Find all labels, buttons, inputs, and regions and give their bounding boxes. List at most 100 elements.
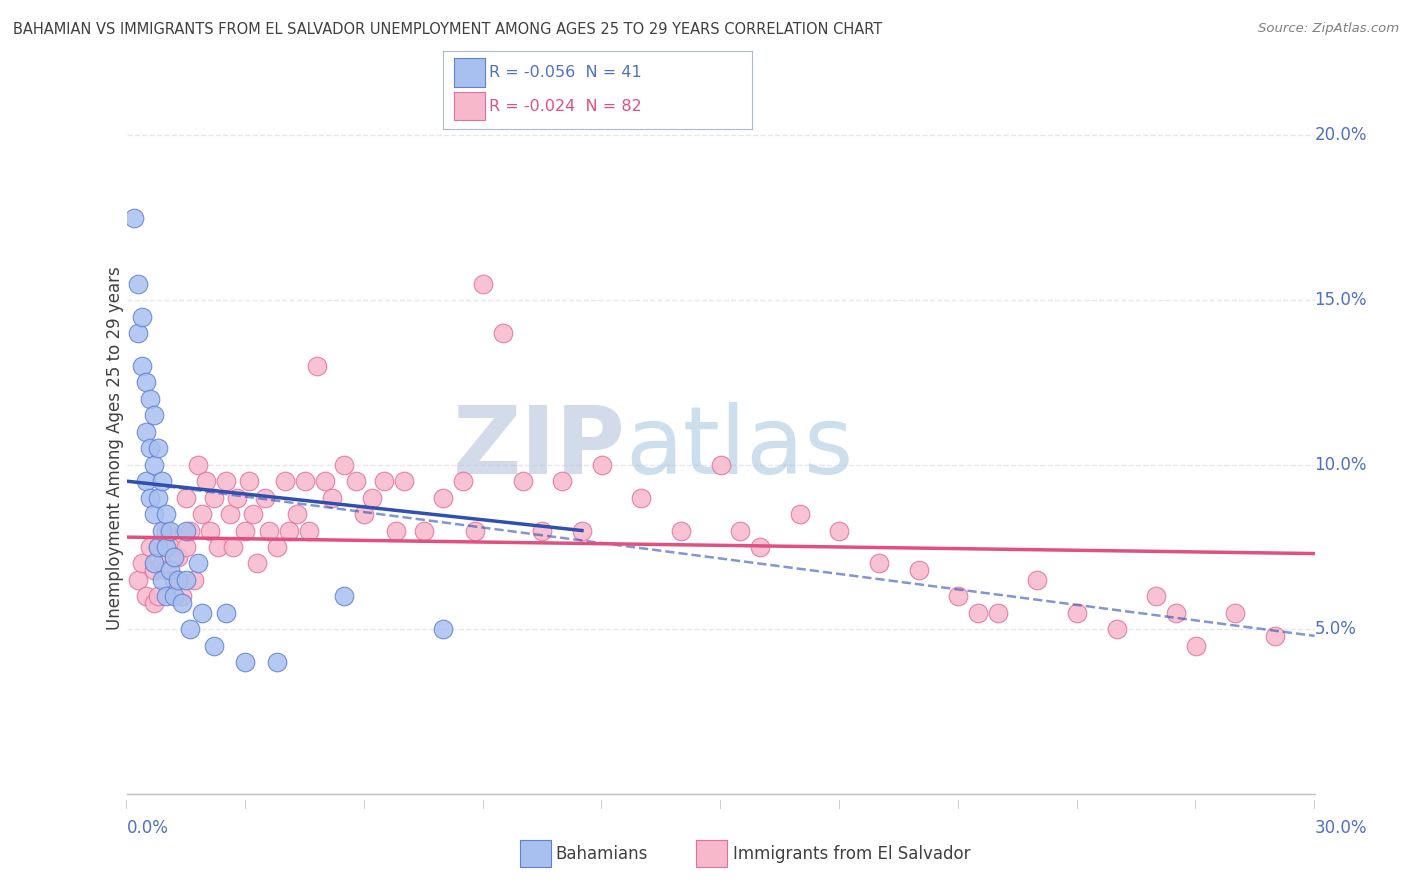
Text: 10.0%: 10.0%	[1315, 456, 1367, 474]
Point	[432, 622, 454, 636]
Point	[139, 392, 162, 406]
Point	[187, 458, 209, 472]
Point	[187, 557, 209, 571]
Point	[131, 359, 153, 373]
Point	[333, 590, 356, 604]
Point	[1105, 622, 1128, 636]
Point	[159, 563, 181, 577]
Point	[202, 639, 225, 653]
Point	[163, 549, 186, 564]
Point	[127, 277, 149, 291]
Point	[571, 524, 593, 538]
Point	[828, 524, 851, 538]
Point	[163, 590, 186, 604]
Point	[361, 491, 384, 505]
Point	[155, 524, 177, 538]
Point	[987, 606, 1010, 620]
Point	[266, 655, 288, 669]
Text: Bahamians: Bahamians	[555, 845, 648, 863]
Point	[150, 557, 173, 571]
Point	[242, 507, 264, 521]
Point	[246, 557, 269, 571]
Text: |: |	[125, 800, 128, 809]
Point	[148, 491, 170, 505]
Point	[321, 491, 343, 505]
Point	[194, 474, 217, 488]
Text: |: |	[956, 800, 960, 809]
Point	[353, 507, 375, 521]
Point	[669, 524, 692, 538]
Point	[174, 524, 197, 538]
Point	[277, 524, 299, 538]
Point	[143, 557, 166, 571]
Point	[155, 540, 177, 554]
Point	[294, 474, 316, 488]
Point	[226, 491, 249, 505]
Point	[531, 524, 554, 538]
Point	[150, 474, 173, 488]
Text: 5.0%: 5.0%	[1315, 620, 1357, 639]
Text: BAHAMIAN VS IMMIGRANTS FROM EL SALVADOR UNEMPLOYMENT AMONG AGES 25 TO 29 YEARS C: BAHAMIAN VS IMMIGRANTS FROM EL SALVADOR …	[13, 22, 882, 37]
Text: |: |	[481, 800, 485, 809]
Point	[150, 524, 173, 538]
Point	[1066, 606, 1088, 620]
Point	[233, 524, 256, 538]
Point	[143, 596, 166, 610]
Point	[174, 573, 197, 587]
Point	[314, 474, 336, 488]
Point	[412, 524, 434, 538]
Point	[174, 540, 197, 554]
Point	[207, 540, 229, 554]
Point	[1264, 629, 1286, 643]
Point	[464, 524, 486, 538]
Point	[492, 326, 515, 340]
Text: 0.0%: 0.0%	[127, 819, 169, 837]
Point	[139, 491, 162, 505]
Point	[155, 590, 177, 604]
Text: R = -0.056  N = 41: R = -0.056 N = 41	[489, 65, 643, 79]
Text: |: |	[1194, 800, 1198, 809]
Point	[373, 474, 395, 488]
Text: |: |	[718, 800, 723, 809]
Text: |: |	[838, 800, 841, 809]
Point	[198, 524, 221, 538]
Point	[159, 524, 181, 538]
Point	[630, 491, 652, 505]
Point	[222, 540, 245, 554]
Point	[148, 590, 170, 604]
Point	[135, 425, 157, 439]
Point	[135, 590, 157, 604]
Point	[254, 491, 277, 505]
Point	[148, 540, 170, 554]
Point	[135, 474, 157, 488]
Point	[155, 507, 177, 521]
Point	[1225, 606, 1247, 620]
Point	[183, 573, 205, 587]
Point	[333, 458, 356, 472]
Point	[868, 557, 890, 571]
Text: ZIP: ZIP	[453, 402, 626, 494]
Point	[167, 573, 190, 587]
Text: |: |	[600, 800, 603, 809]
Point	[709, 458, 731, 472]
Text: R = -0.024  N = 82: R = -0.024 N = 82	[489, 99, 643, 113]
Point	[451, 474, 474, 488]
Text: Immigrants from El Salvador: Immigrants from El Salvador	[733, 845, 970, 863]
Text: 20.0%: 20.0%	[1315, 127, 1367, 145]
Point	[135, 376, 157, 390]
Point	[170, 590, 193, 604]
Point	[1184, 639, 1206, 653]
Point	[214, 606, 236, 620]
Point	[238, 474, 260, 488]
Point	[174, 491, 197, 505]
Text: |: |	[243, 800, 247, 809]
Point	[285, 507, 308, 521]
Point	[274, 474, 297, 488]
Point	[907, 563, 929, 577]
Point	[159, 540, 181, 554]
Point	[214, 474, 236, 488]
Point	[170, 596, 193, 610]
Point	[139, 442, 162, 456]
Point	[131, 557, 153, 571]
Point	[730, 524, 752, 538]
